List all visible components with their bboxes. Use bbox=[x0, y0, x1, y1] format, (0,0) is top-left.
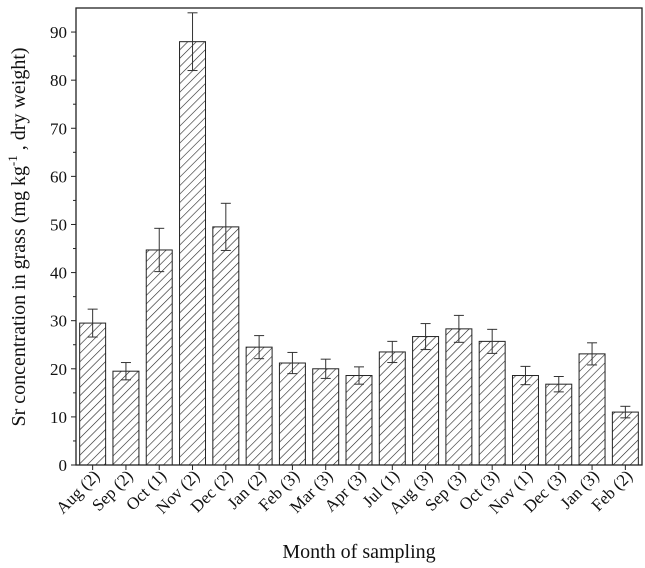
bar bbox=[378, 351, 406, 466]
y-tick-label: 10 bbox=[50, 408, 67, 427]
bars-layer bbox=[79, 41, 639, 466]
y-axis-title-main: Sr concentration in grass (mg kg bbox=[8, 166, 30, 427]
x-axis-title: Month of sampling bbox=[282, 541, 435, 563]
bar bbox=[345, 375, 373, 466]
y-axis-title: Sr concentration in grass (mg kg-1 , dry… bbox=[5, 47, 30, 426]
bar bbox=[511, 375, 539, 466]
bar bbox=[145, 249, 173, 466]
y-tick-label: 80 bbox=[50, 71, 67, 90]
bar bbox=[79, 322, 107, 466]
y-tick-label: 70 bbox=[50, 119, 67, 138]
error-bars-layer bbox=[87, 12, 631, 419]
bar bbox=[179, 41, 207, 466]
bar bbox=[412, 336, 440, 466]
y-axis-title-superscript: -1 bbox=[5, 155, 20, 166]
y-tick-label: 20 bbox=[50, 360, 67, 379]
bar bbox=[478, 340, 506, 466]
y-axis-title-tail: , dry weight) bbox=[8, 47, 30, 155]
bar bbox=[445, 328, 473, 466]
bar bbox=[278, 362, 306, 466]
bar bbox=[112, 370, 140, 466]
bar bbox=[545, 383, 573, 466]
y-axis: 0 10 20 30 40 50 60 70 80 90 bbox=[50, 23, 76, 475]
y-tick-label: 60 bbox=[50, 167, 67, 186]
bar bbox=[212, 226, 240, 466]
y-tick-label: 30 bbox=[50, 312, 67, 331]
bar bbox=[578, 353, 606, 466]
y-tick-label: 40 bbox=[50, 264, 67, 283]
y-tick-label: 0 bbox=[59, 456, 68, 475]
x-axis: Aug (2)Sep (2)Oct (1)Nov (2)Dec (2)Jan (… bbox=[52, 465, 636, 518]
y-tick-label: 50 bbox=[50, 215, 67, 234]
y-tick-label: 90 bbox=[50, 23, 67, 42]
bar bbox=[312, 368, 340, 466]
bar bbox=[245, 346, 273, 466]
bar bbox=[611, 411, 639, 466]
